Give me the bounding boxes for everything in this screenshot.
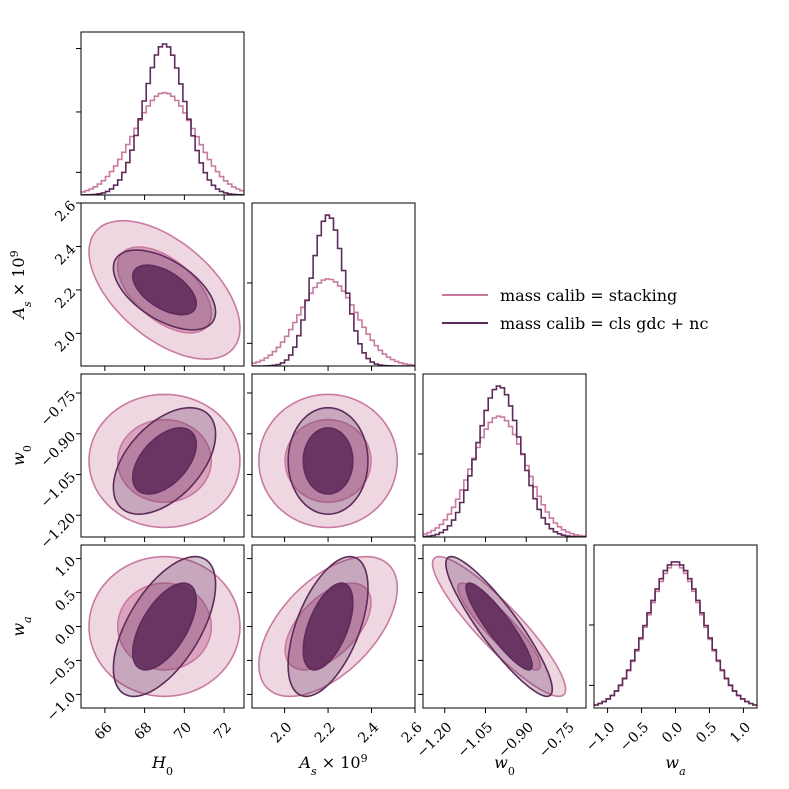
panel-w0-w0 <box>422 373 587 538</box>
contour-68-cls <box>131 582 198 671</box>
x-tick-label-wa-4: 1.0 <box>727 719 754 746</box>
x-tick-label-H0-2: 70 <box>171 719 195 743</box>
y-tick-label-As-1: 2.2 <box>52 285 79 312</box>
x-tick-label-wa-3: 0.5 <box>693 719 720 746</box>
panel-content <box>88 219 241 360</box>
y-tick-label-wa-4: 1.0 <box>52 554 79 581</box>
x-tick-label-As-2: 2.4 <box>355 719 382 746</box>
panel-As-wa <box>251 544 416 709</box>
panel-w0-wa <box>422 544 587 709</box>
panel-As-As <box>251 202 416 367</box>
panel-frame <box>422 373 587 538</box>
panel-frame <box>80 373 245 538</box>
hist-H0-stacking <box>81 91 244 193</box>
hist-As-stacking <box>252 278 415 366</box>
x-tick-label-As-1: 2.2 <box>312 719 339 746</box>
y-tick-label-As-2: 2.4 <box>52 241 79 268</box>
x-tick-label-w0-1: −1.05 <box>455 719 497 761</box>
panel-content <box>88 393 241 529</box>
x-axis-label-wa: wa <box>665 753 685 778</box>
panel-frame <box>80 202 245 367</box>
y-tick-label-w0-2: −0.90 <box>38 429 80 471</box>
panel-frame <box>80 31 245 196</box>
legend-label-stacking: mass calib = stacking <box>500 286 677 305</box>
x-tick-label-H0-3: 72 <box>211 719 235 743</box>
panel-content <box>431 555 567 698</box>
y-tick-label-As-3: 2.6 <box>52 198 79 225</box>
hist-w0-cls <box>423 385 586 537</box>
y-tick-label-wa-1: −0.5 <box>44 655 79 690</box>
panel-H0-As <box>80 202 245 367</box>
legend: mass calib = stacking mass calib = cls g… <box>442 286 708 333</box>
y-axis-label-wa: wa <box>9 616 34 636</box>
panel-content <box>88 555 241 698</box>
hist-wa-cls <box>594 561 757 706</box>
panel-As-w0 <box>251 373 416 538</box>
x-axis-label-As: As × 109 <box>297 752 367 778</box>
y-tick-label-wa-3: 0.5 <box>52 588 79 615</box>
hist-As-cls <box>252 214 415 366</box>
panel-H0-w0 <box>80 373 245 538</box>
panels-layer: 66 68 70 72 2.0 2.2 2.4 2.6−1.20 −1.05 −0.90 −0.75… <box>8 31 758 778</box>
panel-content <box>423 385 586 537</box>
panel-content <box>81 43 244 195</box>
x-tick-label-H0-1: 68 <box>131 719 155 743</box>
x-tick-label-As-0: 2.0 <box>268 719 295 746</box>
contour-68-cls <box>131 427 198 495</box>
y-axis-label-w0: w0 <box>9 445 34 466</box>
panel-content <box>594 561 757 706</box>
hist-wa-stacking <box>594 564 757 706</box>
panel-H0-wa <box>80 544 245 709</box>
y-tick-label-w0-1: −1.05 <box>38 469 80 511</box>
x-tick-label-wa-1: −0.5 <box>617 719 652 754</box>
x-axis-label-H0: H0 <box>151 753 173 778</box>
y-tick-label-wa-0: −1.0 <box>44 689 79 724</box>
contour-68-cls <box>302 427 354 495</box>
x-tick-label-wa-0: −1.0 <box>583 719 618 754</box>
hist-H0-cls <box>81 43 244 195</box>
panel-H0-H0 <box>80 31 245 196</box>
panel-content <box>258 555 399 698</box>
panel-content <box>252 214 415 366</box>
y-tick-label-w0-0: −1.20 <box>38 510 80 552</box>
panel-frame <box>251 373 416 538</box>
x-axis-label-w0: w0 <box>494 753 515 778</box>
x-tick-label-w0-3: −0.75 <box>536 719 578 761</box>
panel-wa-wa <box>593 544 758 709</box>
y-tick-label-w0-3: −0.75 <box>38 388 80 430</box>
panel-frame <box>593 544 758 709</box>
contour-68-cls <box>131 264 198 316</box>
hist-w0-stacking <box>423 415 586 537</box>
panel-frame <box>251 202 416 367</box>
x-tick-label-H0-0: 66 <box>92 719 116 743</box>
y-axis-label-As: As × 109 <box>8 250 34 320</box>
contour-68-cls <box>302 582 354 671</box>
y-tick-label-As-0: 2.0 <box>52 328 79 355</box>
legend-label-cls: mass calib = cls gdc + nc <box>500 314 708 333</box>
x-tick-label-wa-2: 0.0 <box>659 719 686 746</box>
panel-content <box>257 393 399 529</box>
y-tick-label-wa-2: 0.0 <box>52 621 79 648</box>
contour-68-cls <box>465 582 533 671</box>
